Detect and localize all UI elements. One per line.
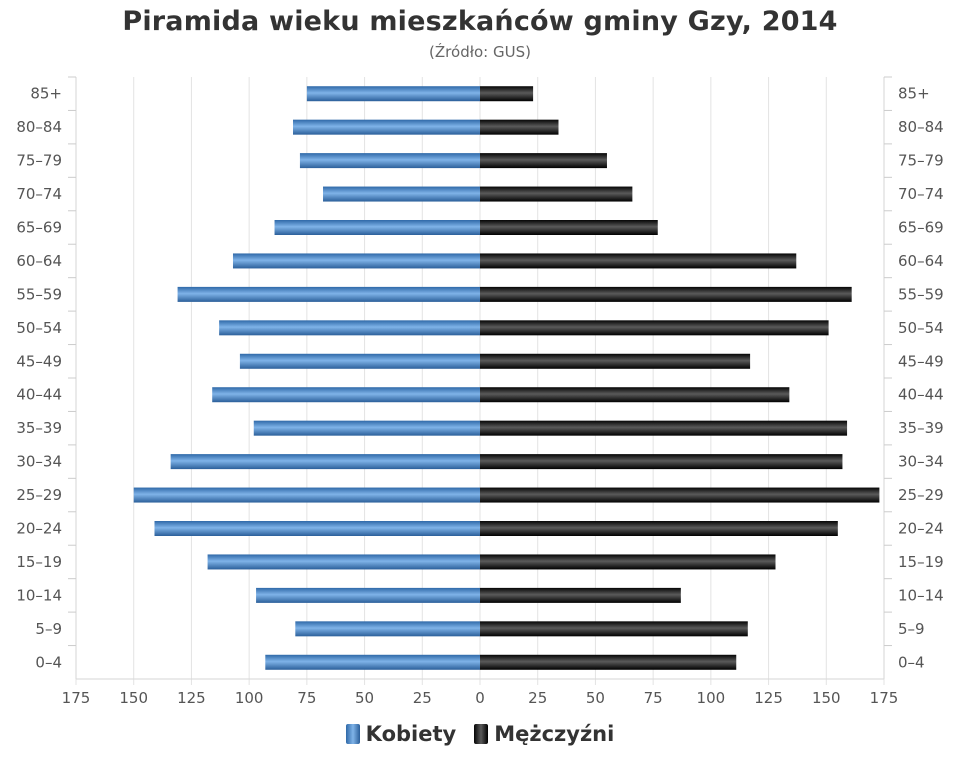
bar-men[interactable]: [480, 487, 880, 503]
bar-women[interactable]: [295, 621, 480, 637]
y-tick-label-right: 85+: [898, 85, 930, 103]
bar-men[interactable]: [480, 454, 843, 470]
legend-swatch-men: [474, 724, 489, 744]
bar-men[interactable]: [480, 186, 633, 202]
y-tick-label-right: 0–4: [898, 653, 925, 671]
x-tick-label: 125: [754, 689, 783, 707]
x-tick-label: 150: [119, 689, 148, 707]
y-tick-label-left: 45–49: [16, 352, 62, 370]
x-tick-label: 75: [297, 689, 316, 707]
x-tick-label: 175: [62, 689, 91, 707]
y-tick-label-left: 65–69: [16, 219, 62, 237]
bar-men[interactable]: [480, 153, 607, 169]
y-tick-label-right: 20–24: [898, 520, 944, 538]
x-tick-label: 100: [235, 689, 264, 707]
legend-swatch-women: [345, 724, 360, 744]
y-tick-label-right: 10–14: [898, 586, 944, 604]
y-tick-label-left: 50–54: [16, 319, 62, 337]
y-tick-label-left: 60–64: [16, 252, 62, 270]
bar-women[interactable]: [207, 554, 481, 570]
bar-women[interactable]: [170, 454, 480, 470]
bar-women[interactable]: [274, 220, 480, 235]
y-tick-label-right: 70–74: [898, 185, 944, 203]
bar-women[interactable]: [177, 286, 480, 302]
y-tick-label-left: 25–29: [16, 486, 62, 504]
legend-label-women: Kobiety: [365, 722, 457, 746]
bar-men[interactable]: [480, 621, 748, 637]
y-tick-label-left: 15–19: [16, 553, 62, 571]
bar-women[interactable]: [306, 86, 480, 102]
y-tick-label-right: 80–84: [898, 118, 944, 136]
y-tick-label-right: 15–19: [898, 553, 944, 571]
x-tick-label: 25: [413, 689, 432, 707]
x-tick-label: 175: [870, 689, 899, 707]
y-tick-label-right: 60–64: [898, 252, 944, 270]
x-tick-label: 50: [586, 689, 605, 707]
x-tick-label: 125: [177, 689, 206, 707]
bar-women[interactable]: [219, 320, 481, 336]
x-tick-label: 25: [528, 689, 547, 707]
bar-men[interactable]: [480, 420, 848, 436]
bar-women[interactable]: [239, 353, 480, 369]
y-tick-label-left: 70–74: [16, 185, 62, 203]
y-tick-label-right: 5–9: [898, 620, 925, 638]
y-tick-label-left: 80–84: [16, 118, 62, 136]
bar-women[interactable]: [323, 186, 480, 202]
bar-women[interactable]: [293, 119, 480, 135]
bar-men[interactable]: [480, 220, 658, 235]
y-tick-label-left: 0–4: [35, 653, 62, 671]
chart-title: Piramida wieku mieszkańców gminy Gzy, 20…: [122, 6, 838, 37]
bar-men[interactable]: [480, 353, 751, 369]
x-tick-label: 50: [355, 689, 374, 707]
bar-women[interactable]: [212, 387, 480, 403]
chart-subtitle: (Źródło: GUS): [429, 43, 531, 61]
y-tick-label-left: 5–9: [35, 620, 62, 638]
y-tick-label-left: 85+: [30, 85, 62, 103]
x-tick-label: 75: [644, 689, 663, 707]
y-tick-label-left: 55–59: [16, 285, 62, 303]
bar-men[interactable]: [480, 119, 559, 135]
legend-item-women[interactable]: Kobiety: [345, 722, 457, 746]
bar-men[interactable]: [480, 320, 829, 336]
bar-men[interactable]: [480, 554, 776, 570]
y-tick-label-left: 35–39: [16, 419, 62, 437]
bar-women[interactable]: [253, 420, 480, 436]
legend-item-men[interactable]: Mężczyźni: [474, 722, 614, 746]
legend-label-men: Mężczyźni: [494, 722, 615, 746]
y-tick-label-right: 40–44: [898, 386, 944, 404]
y-tick-label-left: 30–34: [16, 453, 62, 471]
bar-men[interactable]: [480, 253, 797, 269]
y-tick-label-right: 35–39: [898, 419, 944, 437]
bar-men[interactable]: [480, 654, 737, 670]
y-tick-label-left: 10–14: [16, 586, 62, 604]
y-tick-label-right: 65–69: [898, 219, 944, 237]
bar-women[interactable]: [154, 521, 480, 536]
x-tick-label: 100: [697, 689, 726, 707]
y-tick-label-right: 30–34: [898, 453, 944, 471]
legend: Kobiety Mężczyźni: [0, 722, 960, 746]
bar-men[interactable]: [480, 587, 681, 603]
bar-men[interactable]: [480, 86, 534, 102]
bar-women[interactable]: [232, 253, 480, 269]
bar-women[interactable]: [256, 587, 480, 603]
y-tick-label-right: 45–49: [898, 352, 944, 370]
y-tick-label-left: 75–79: [16, 152, 62, 170]
bar-women[interactable]: [299, 153, 480, 169]
y-tick-label-right: 50–54: [898, 319, 944, 337]
bar-men[interactable]: [480, 521, 838, 536]
bar-women[interactable]: [265, 654, 480, 670]
y-tick-label-right: 25–29: [898, 486, 944, 504]
x-tick-label: 0: [475, 689, 485, 707]
x-tick-label: 150: [812, 689, 841, 707]
bar-women[interactable]: [133, 487, 480, 503]
bar-men[interactable]: [480, 286, 852, 302]
y-tick-label-right: 75–79: [898, 152, 944, 170]
y-tick-label-left: 40–44: [16, 386, 62, 404]
y-tick-label-left: 20–24: [16, 520, 62, 538]
bar-men[interactable]: [480, 387, 790, 403]
y-tick-label-right: 55–59: [898, 285, 944, 303]
